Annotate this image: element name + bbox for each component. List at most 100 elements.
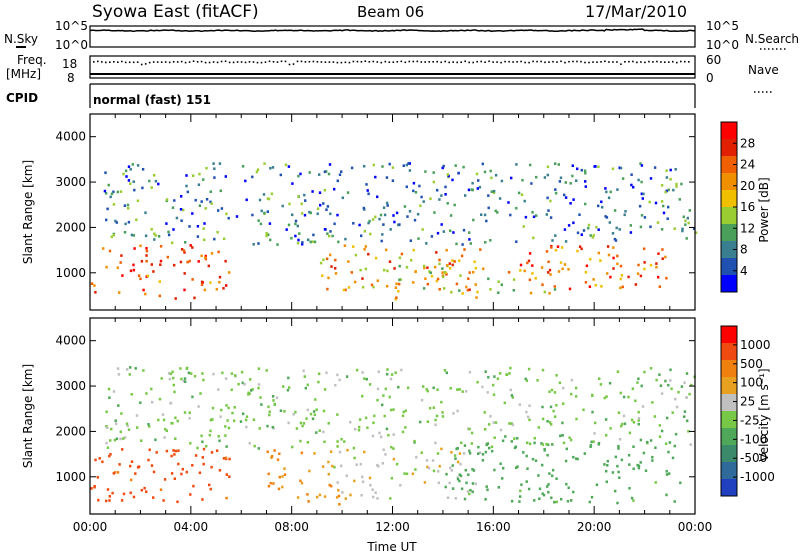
heatmap-cell bbox=[155, 451, 158, 454]
heatmap-cell bbox=[604, 418, 608, 421]
heatmap-cell bbox=[363, 450, 366, 454]
heatmap-cell bbox=[225, 473, 228, 476]
heatmap-cell bbox=[363, 248, 366, 251]
y-tick-label: 2000 bbox=[55, 424, 86, 438]
heatmap-cell bbox=[658, 373, 661, 376]
heatmap-cell bbox=[382, 448, 385, 451]
heatmap-cell bbox=[475, 172, 479, 176]
heatmap-cell bbox=[113, 471, 117, 474]
heatmap-cell bbox=[328, 163, 332, 166]
heatmap-cell bbox=[464, 468, 467, 472]
heatmap-cell bbox=[240, 370, 244, 374]
nave-dot bbox=[216, 61, 219, 64]
heatmap-cell bbox=[224, 377, 228, 380]
heatmap-cell bbox=[363, 377, 366, 380]
heatmap-cell bbox=[474, 482, 477, 486]
heatmap-cell bbox=[183, 272, 186, 275]
nave-dot bbox=[688, 61, 690, 63]
heatmap-cell bbox=[362, 206, 365, 210]
colorbar-swatch bbox=[721, 241, 737, 259]
heatmap-cell bbox=[574, 395, 578, 398]
heatmap-cell bbox=[637, 263, 640, 267]
heatmap-cell bbox=[108, 495, 111, 498]
heatmap-cell bbox=[301, 241, 304, 244]
heatmap-cell bbox=[182, 208, 185, 212]
nave-dot bbox=[272, 61, 275, 63]
heatmap-cell bbox=[641, 405, 645, 408]
heatmap-cell bbox=[368, 476, 372, 480]
heatmap-cell bbox=[639, 274, 643, 278]
heatmap-cell bbox=[533, 436, 536, 440]
heatmap-cell bbox=[660, 184, 664, 187]
heatmap-cell bbox=[620, 458, 624, 462]
heatmap-cell bbox=[478, 185, 482, 189]
heatmap-cell bbox=[266, 450, 269, 454]
heatmap-cell bbox=[634, 399, 637, 403]
heatmap-cell bbox=[148, 179, 151, 183]
heatmap-cell bbox=[480, 213, 483, 216]
heatmap-cell bbox=[337, 494, 341, 498]
heatmap-cell bbox=[271, 425, 274, 429]
x-tick-label: 00:00 bbox=[678, 520, 713, 534]
heatmap-cell bbox=[575, 179, 578, 182]
heatmap-cell bbox=[465, 481, 468, 485]
heatmap-cell bbox=[478, 451, 482, 454]
heatmap-cell bbox=[548, 421, 552, 424]
heatmap-cell bbox=[511, 423, 515, 427]
heatmap-cell bbox=[611, 232, 615, 235]
heatmap-cell bbox=[607, 196, 611, 200]
heatmap-cell bbox=[634, 283, 637, 286]
heatmap-cell bbox=[420, 195, 423, 199]
heatmap-cell bbox=[527, 367, 531, 371]
heatmap-cell bbox=[572, 490, 575, 494]
heatmap-cell bbox=[395, 296, 398, 299]
heatmap-cell bbox=[394, 297, 397, 301]
heatmap-cell bbox=[131, 163, 134, 166]
power-panel-frame bbox=[89, 113, 696, 311]
heatmap-cell bbox=[386, 372, 389, 376]
heatmap-cell bbox=[449, 466, 452, 470]
heatmap-cell bbox=[554, 234, 557, 237]
heatmap-cell bbox=[487, 375, 490, 379]
heatmap-cell bbox=[118, 463, 121, 466]
heatmap-cell bbox=[323, 440, 326, 444]
heatmap-cell bbox=[269, 166, 272, 170]
heatmap-cell bbox=[432, 406, 435, 409]
heatmap-cell bbox=[204, 207, 207, 210]
heatmap-cell bbox=[619, 264, 623, 268]
heatmap-cell bbox=[148, 448, 151, 452]
heatmap-cell bbox=[546, 485, 549, 488]
heatmap-cell bbox=[202, 462, 205, 466]
nave-dot bbox=[448, 61, 450, 64]
heatmap-cell bbox=[665, 469, 668, 473]
heatmap-cell bbox=[481, 459, 485, 462]
heatmap-cell bbox=[501, 477, 504, 480]
heatmap-cell bbox=[124, 169, 128, 173]
heatmap-cell bbox=[382, 223, 385, 226]
heatmap-cell bbox=[673, 444, 676, 448]
heatmap-cell bbox=[616, 254, 619, 258]
nave-dot bbox=[616, 61, 618, 63]
heatmap-cell bbox=[390, 476, 394, 480]
heatmap-cell bbox=[385, 248, 388, 252]
heatmap-cell bbox=[119, 190, 123, 193]
heatmap-cell bbox=[327, 460, 330, 464]
nave-dot bbox=[344, 61, 347, 64]
heatmap-cell bbox=[535, 214, 538, 217]
heatmap-cell bbox=[129, 182, 132, 185]
heatmap-cell bbox=[219, 189, 222, 193]
heatmap-cell bbox=[159, 259, 163, 263]
heatmap-cell bbox=[451, 259, 454, 262]
heatmap-cell bbox=[364, 245, 367, 248]
colorbar-swatch bbox=[721, 445, 737, 463]
heatmap-cell bbox=[150, 387, 153, 391]
heatmap-cell bbox=[490, 445, 494, 449]
heatmap-cell bbox=[296, 496, 300, 499]
heatmap-cell bbox=[150, 464, 154, 467]
heatmap-cell bbox=[616, 501, 619, 505]
heatmap-cell bbox=[606, 272, 609, 275]
heatmap-cell bbox=[414, 270, 417, 274]
nave-dot bbox=[672, 60, 674, 63]
heatmap-cell bbox=[174, 449, 177, 453]
nave-dot bbox=[472, 61, 474, 64]
